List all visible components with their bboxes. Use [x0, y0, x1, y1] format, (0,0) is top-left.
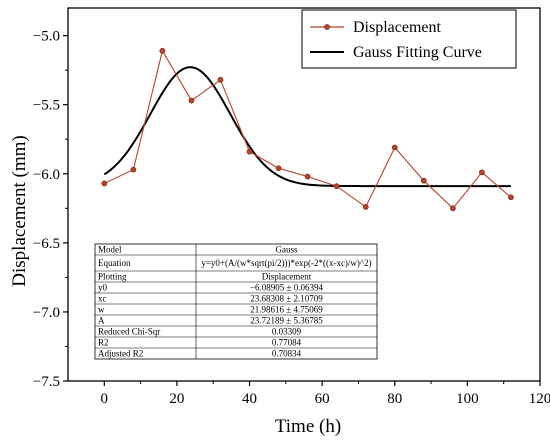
x-tick-label: 60 — [315, 391, 330, 407]
fit-table-label: Adjusted R2 — [98, 349, 143, 359]
data-point — [188, 97, 195, 104]
y-tick-label: −5.0 — [33, 29, 60, 45]
fit-table-value: 0.77084 — [272, 338, 302, 348]
data-point — [130, 166, 137, 173]
legend-box — [301, 9, 517, 69]
gauss-fit-curve — [103, 66, 511, 188]
data-point — [304, 173, 311, 180]
fit-table-value: Gauss — [276, 245, 298, 255]
fit-table-label: w — [98, 305, 105, 315]
legend-marker — [324, 24, 330, 30]
fit-table-label: xc — [98, 294, 107, 304]
y-tick-label: −6.0 — [33, 167, 60, 183]
x-axis-title: Time (h) — [275, 416, 341, 437]
fit-table-label: Equation — [98, 258, 131, 268]
data-point — [217, 76, 224, 83]
fit-table-value: 23.68308 ± 2.10709 — [250, 294, 323, 304]
data-point — [449, 205, 456, 212]
y-tick-label: −6.5 — [33, 236, 60, 252]
fit-table-label: Plotting — [98, 272, 127, 282]
fit-table-value: Displacement — [262, 272, 312, 282]
fit-table-value: 0.03309 — [272, 327, 302, 337]
data-point — [101, 180, 108, 187]
data-point — [333, 183, 340, 190]
y-tick-label: −7.5 — [33, 374, 60, 390]
data-point — [420, 177, 427, 184]
legend-label: Gauss Fitting Curve — [353, 44, 482, 61]
fit-table-label: A — [98, 316, 105, 326]
fit-table: Model Gauss Equation y=y0+(A/(w*sqrt(pi/2))… — [94, 243, 378, 360]
plot-frame — [67, 7, 541, 382]
fit-table-label: y0 — [98, 283, 108, 293]
data-layer — [101, 47, 514, 212]
fit-table-label: R2 — [98, 338, 109, 348]
fit-table-value: 0.70834 — [272, 349, 302, 359]
y-axis-title: Displacement (mm) — [9, 135, 30, 286]
fit-table-label: Reduced Chi-Sqr — [98, 327, 160, 337]
data-point — [246, 148, 253, 155]
data-point — [508, 194, 514, 201]
fit-table-value: y=y0+(A/(w*sqrt(pi/2)))*exp(-2*((x-xc)/w… — [201, 258, 371, 268]
data-point — [159, 47, 166, 54]
y-tick-label: −5.5 — [33, 98, 60, 114]
fit-table-value: 21.98616 ± 4.75069 — [250, 305, 323, 315]
data-point — [275, 165, 282, 172]
y-tick-label: −7.0 — [33, 305, 60, 321]
legend: Displacement Gauss Fitting Curve — [301, 9, 517, 69]
legend-label: Displacement — [353, 19, 442, 36]
x-tick-label: 0 — [101, 391, 109, 407]
fit-line-layer — [103, 66, 511, 188]
fit-table-value: 23.72189 ± 5.36785 — [250, 316, 323, 326]
x-tick-label: 20 — [169, 391, 184, 407]
x-tick-label: 100 — [456, 391, 479, 407]
fit-table-label: Model — [98, 245, 122, 255]
data-point — [362, 204, 369, 210]
x-tick-label: 120 — [529, 391, 550, 407]
data-point — [479, 169, 485, 176]
x-tick-label: 80 — [387, 391, 402, 407]
fit-table-value: −6.08905 ± 0.06394 — [250, 283, 324, 293]
x-tick-label: 40 — [242, 391, 257, 407]
fit-table-frame — [94, 243, 378, 360]
data-point — [391, 144, 398, 151]
axes: 0 20 40 60 80 100 120 −7.5 −7.0 −6.5 −6.0 −5.5 −5.0 — [33, 7, 550, 407]
